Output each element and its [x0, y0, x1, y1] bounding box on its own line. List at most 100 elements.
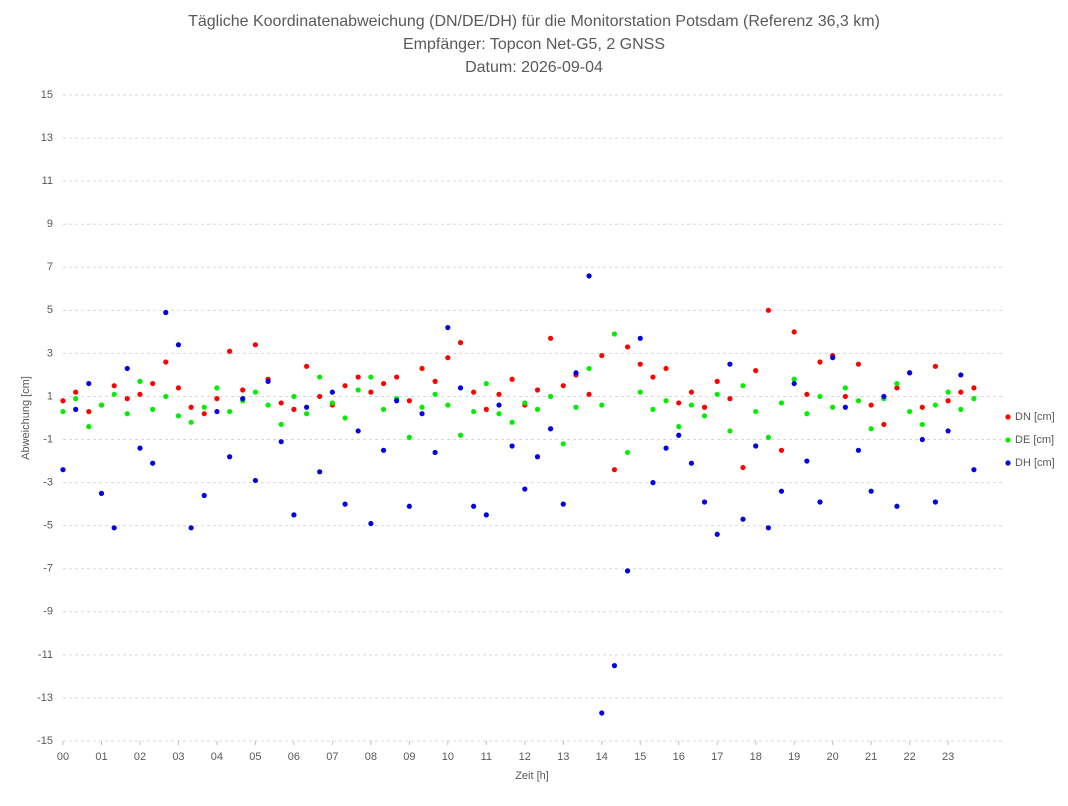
point — [445, 324, 451, 331]
point — [907, 370, 913, 376]
point — [599, 352, 605, 359]
point — [111, 383, 117, 389]
legend-label: DH [cm] — [1015, 457, 1055, 469]
point — [855, 361, 862, 367]
point — [150, 406, 156, 412]
point — [688, 389, 695, 395]
point — [753, 408, 759, 415]
point — [663, 445, 669, 451]
point — [175, 413, 182, 419]
point — [483, 380, 489, 387]
point — [175, 342, 182, 348]
point — [868, 488, 874, 494]
y-tick-label: -9 — [43, 606, 53, 618]
point — [663, 398, 669, 404]
point — [611, 331, 618, 337]
point — [894, 380, 900, 387]
point — [201, 492, 207, 499]
point — [637, 361, 643, 367]
x-tick-label: 17 — [711, 751, 723, 763]
y-tick-label: 7 — [47, 261, 53, 273]
point — [624, 344, 631, 350]
point — [765, 525, 772, 531]
point — [394, 398, 400, 404]
point — [919, 421, 925, 428]
point — [291, 393, 297, 400]
point — [163, 359, 169, 365]
point — [817, 393, 823, 400]
point — [227, 348, 233, 354]
point — [471, 389, 477, 395]
point — [701, 413, 708, 419]
x-tick-label: 06 — [288, 751, 300, 763]
point — [380, 406, 387, 412]
x-tick-label: 12 — [519, 751, 531, 763]
point — [894, 503, 900, 509]
point — [650, 406, 656, 412]
point — [227, 408, 233, 415]
point — [368, 520, 374, 527]
point — [304, 411, 310, 417]
x-tick-label: 02 — [134, 751, 146, 763]
point — [881, 421, 887, 428]
point — [201, 404, 207, 410]
point — [73, 389, 79, 395]
point — [714, 391, 720, 397]
point — [637, 335, 643, 341]
point — [907, 408, 913, 415]
y-tick-label: -13 — [37, 692, 53, 704]
point — [624, 449, 631, 456]
point — [804, 458, 810, 464]
point — [586, 273, 592, 279]
point — [496, 411, 502, 417]
point — [252, 477, 259, 484]
point — [457, 385, 464, 391]
x-tick-label: 09 — [403, 751, 415, 763]
point — [855, 398, 862, 404]
point — [688, 460, 695, 466]
point — [137, 391, 143, 397]
point — [830, 404, 836, 410]
point — [278, 439, 284, 445]
point — [419, 411, 425, 417]
point — [534, 454, 541, 460]
point — [971, 396, 977, 402]
point — [740, 516, 746, 522]
chart-title: Tägliche Koordinatenabweichung (DN/DE/DH… — [188, 13, 880, 30]
x-tick-label: 16 — [673, 751, 685, 763]
point — [919, 404, 925, 410]
point — [406, 398, 412, 404]
point — [714, 531, 720, 537]
point — [830, 355, 836, 361]
y-tick-label: -1 — [43, 433, 53, 445]
x-tick-label: 08 — [365, 751, 377, 763]
point — [252, 389, 259, 395]
point — [317, 469, 323, 475]
x-tick-label: 18 — [750, 751, 762, 763]
point — [932, 499, 939, 505]
y-axis-label: Abweichung [cm] — [20, 376, 32, 460]
point — [432, 378, 438, 384]
point — [919, 436, 925, 443]
point — [958, 389, 964, 395]
point — [163, 393, 169, 400]
point — [804, 391, 810, 397]
point — [932, 363, 939, 369]
point — [509, 443, 515, 449]
point — [60, 467, 66, 473]
point — [701, 404, 708, 410]
point — [740, 383, 746, 389]
y-tick-label: 5 — [47, 304, 53, 316]
y-tick-label: 15 — [41, 89, 53, 101]
point — [406, 503, 412, 509]
x-tick-label: 03 — [172, 751, 184, 763]
point — [150, 380, 156, 387]
x-tick-label: 04 — [211, 751, 223, 763]
point — [663, 365, 669, 372]
point — [676, 432, 682, 438]
y-tick-label: -7 — [43, 563, 53, 575]
point — [599, 710, 605, 716]
point — [278, 421, 284, 428]
point — [471, 503, 477, 509]
